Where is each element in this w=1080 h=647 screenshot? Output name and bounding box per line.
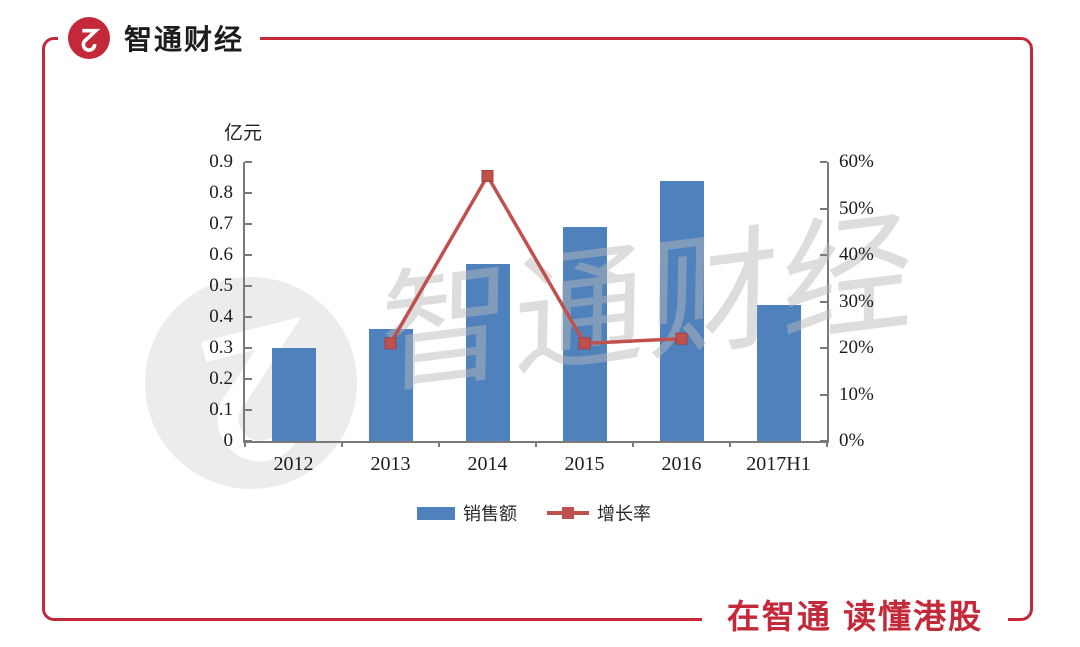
left-axis-tick-label: 0	[223, 430, 234, 451]
left-axis-tick	[245, 378, 252, 380]
brand-name: 智通财经	[124, 24, 245, 55]
bar-2012	[271, 348, 316, 441]
left-axis-tick	[245, 316, 252, 318]
left-axis-tick-label: 0.9	[209, 151, 233, 172]
line-series-swatch	[547, 507, 589, 519]
line-marker-swatch	[562, 507, 574, 519]
legend-label-sales: 销售额	[463, 504, 517, 525]
left-axis-tick-label: 0.8	[209, 182, 233, 203]
bar-2014	[465, 264, 510, 441]
growth-line-marker	[481, 169, 494, 182]
left-axis-tick	[245, 254, 252, 256]
right-axis-tick	[820, 440, 827, 442]
left-axis-tick	[245, 409, 252, 411]
chart-legend: 销售额 增长率	[243, 500, 825, 526]
x-axis-tick	[341, 441, 343, 447]
left-axis-tick	[245, 192, 252, 194]
bar-series-swatch	[417, 506, 455, 520]
left-axis-tick-label: 0.3	[209, 337, 233, 358]
x-tick-label-2014: 2014	[467, 453, 508, 475]
right-axis-tick-label: 0%	[839, 430, 865, 451]
legend-item-sales: 销售额	[417, 500, 517, 526]
brand-header: 智通财经	[58, 8, 261, 68]
x-axis-tick	[535, 441, 537, 447]
left-axis-tick-label: 0.4	[209, 306, 233, 327]
right-axis-tick	[820, 254, 827, 256]
left-axis-tick	[245, 223, 252, 225]
x-axis-tick	[729, 441, 731, 447]
left-axis-tick-label: 0.1	[209, 399, 233, 420]
right-axis-tick	[820, 347, 827, 349]
x-axis-tick	[438, 441, 440, 447]
right-axis-tick	[820, 300, 827, 303]
growth-line-marker	[384, 337, 397, 350]
right-axis-tick-label: 30%	[839, 290, 874, 312]
footer-slogan: 在智通 读懂港股	[702, 588, 1008, 640]
right-axis-tick	[820, 207, 827, 210]
sales-growth-chart-plot: 2012 2013 2014 2015 2016 2017H1 0 0.1 0.2 0.3 0.4 0…	[209, 152, 874, 476]
x-tick-label-2015: 2015	[564, 453, 605, 475]
x-axis-tick	[826, 441, 828, 447]
bar-2016	[659, 180, 704, 441]
left-axis-tick-label: 0.6	[209, 244, 233, 265]
left-axis-tick-label: 0.5	[209, 275, 233, 296]
left-axis-tick	[245, 440, 252, 442]
zhitong-logo-icon	[68, 17, 110, 59]
decorative-red-frame	[42, 37, 1033, 621]
right-axis-tick	[820, 393, 827, 396]
left-axis-tick	[245, 285, 252, 287]
x-axis-tick	[632, 441, 634, 447]
right-axis-tick-label: 40%	[839, 244, 874, 265]
legend-item-growth: 增长率	[547, 500, 651, 526]
right-axis-tick-label: 10%	[839, 383, 874, 405]
growth-line-marker	[578, 337, 591, 350]
growth-rate-line	[384, 169, 688, 350]
growth-line-marker	[675, 332, 688, 345]
legend-label-growth: 增长率	[597, 504, 651, 525]
left-axis-tick	[245, 161, 252, 163]
left-axis-tick-label: 0.2	[209, 368, 233, 389]
left-axis-tick	[245, 347, 252, 349]
x-tick-label-2012: 2012	[273, 453, 314, 475]
x-tick-label-2017H1: 2017H1	[746, 453, 811, 475]
x-tick-label-2016: 2016	[661, 453, 702, 475]
right-axis-tick-label: 20%	[839, 337, 874, 358]
zhitong-glyph-icon	[81, 28, 101, 52]
right-axis-tick-label: 50%	[839, 197, 874, 219]
left-axis-unit-label: 亿元	[224, 123, 263, 144]
x-axis-tick	[244, 441, 246, 447]
right-axis-tick-label: 60%	[839, 151, 874, 172]
growth-line-path	[388, 172, 682, 346]
right-axis-tick	[820, 161, 827, 163]
bar-2017H1	[756, 304, 801, 441]
x-tick-label-2013: 2013	[370, 453, 411, 475]
bar-2015	[562, 227, 607, 441]
left-axis-tick-label: 0.7	[209, 213, 233, 234]
